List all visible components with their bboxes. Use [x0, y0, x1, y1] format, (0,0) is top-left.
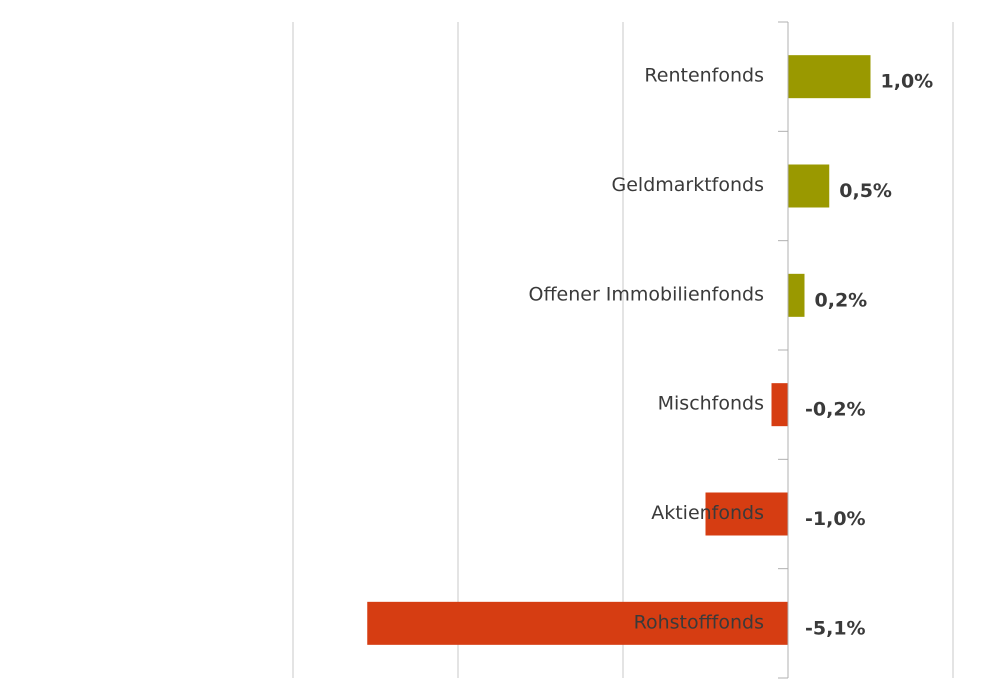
category-label: Aktienfonds — [651, 502, 764, 524]
value-label: 0,2% — [815, 289, 868, 311]
category-labels: Rentenfonds Geldmarktfonds Offener Immobil… — [528, 65, 764, 634]
bar-geldmarktfonds — [788, 164, 830, 208]
value-label: -0,2% — [805, 399, 866, 421]
value-label: 1,0% — [881, 71, 934, 93]
bar-aktienfonds — [705, 492, 788, 536]
category-label: Mischfonds — [658, 393, 764, 415]
value-label: -1,0% — [805, 508, 866, 530]
category-label: Offener Immobilienfonds — [528, 283, 764, 305]
value-label: -5,1% — [805, 617, 866, 639]
bar-offener-immobilienfonds — [788, 273, 805, 317]
bar-rohstofffonds — [367, 601, 788, 645]
bars — [367, 55, 871, 645]
bar-mischfonds — [771, 383, 788, 427]
category-label: Rohstofffonds — [634, 611, 764, 633]
category-label: Geldmarktfonds — [612, 174, 764, 196]
category-label: Rentenfonds — [644, 65, 764, 87]
value-label: 0,5% — [839, 180, 892, 202]
gridlines — [292, 22, 954, 678]
value-labels: 1,0% 0,5% 0,2% -0,2% -1,0% -5,1% — [805, 71, 933, 640]
y-axis — [778, 21, 789, 679]
bar-rentenfonds — [788, 55, 871, 99]
